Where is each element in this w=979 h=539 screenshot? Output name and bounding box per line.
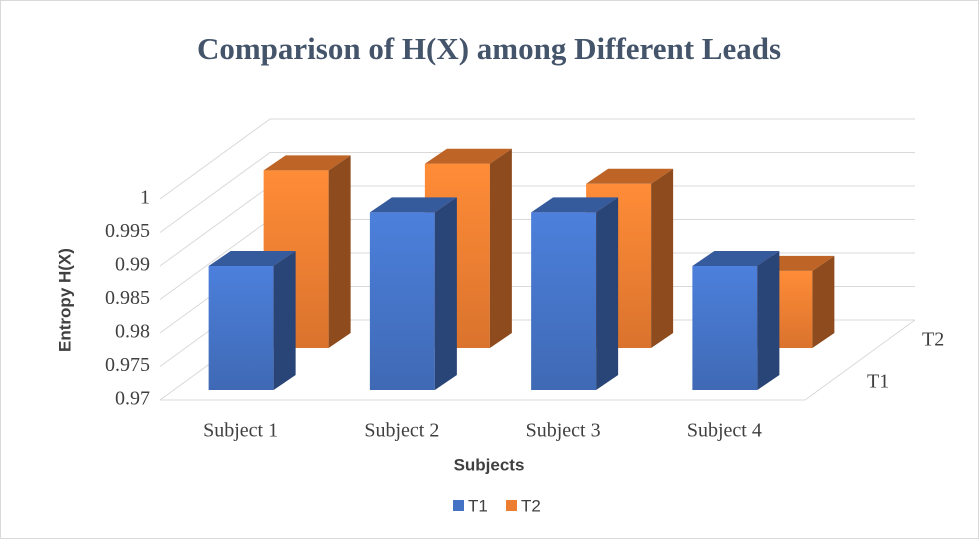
y-tick-label: 0.97 bbox=[115, 388, 150, 410]
bar-top bbox=[369, 197, 457, 213]
x-tick-label: Subject 3 bbox=[526, 420, 601, 442]
y-tick-label: 0.975 bbox=[105, 354, 150, 376]
grid-line bbox=[159, 118, 915, 200]
bar-side bbox=[651, 168, 674, 348]
bar-side bbox=[273, 251, 296, 390]
depth-label: T2 bbox=[922, 329, 944, 351]
x-tick-label: Subject 2 bbox=[364, 420, 439, 442]
bar-side bbox=[328, 155, 351, 348]
bar-top bbox=[424, 148, 512, 164]
legend-swatch bbox=[453, 500, 464, 511]
y-tick-label: 1 bbox=[140, 187, 150, 209]
bar-top bbox=[208, 251, 296, 266]
y-tick-label: 0.98 bbox=[115, 321, 150, 343]
bar-top bbox=[263, 155, 351, 171]
legend-label: T2 bbox=[521, 496, 541, 515]
bar-top bbox=[692, 251, 780, 266]
bar-top bbox=[531, 197, 619, 213]
legend-swatch bbox=[506, 500, 517, 511]
bar-front bbox=[208, 266, 274, 390]
bar bbox=[369, 197, 457, 390]
bar-side bbox=[757, 251, 780, 390]
y-tick-label: 0.995 bbox=[105, 220, 150, 242]
floor-edge bbox=[804, 319, 916, 401]
bar bbox=[692, 251, 780, 390]
chart-title: Comparison of H(X) among Different Leads bbox=[197, 31, 781, 66]
y-tick-label: 0.985 bbox=[105, 287, 150, 309]
bar-front bbox=[531, 212, 597, 390]
x-tick-label: Subject 4 bbox=[687, 420, 762, 442]
bar-side bbox=[489, 148, 512, 348]
y-axis-title: Entropy H(X) bbox=[55, 248, 74, 352]
depth-label: T1 bbox=[867, 371, 889, 393]
bar-side bbox=[596, 197, 619, 390]
x-axis-title: Subjects bbox=[454, 455, 525, 474]
bar-side bbox=[812, 255, 835, 348]
legend-label: T1 bbox=[468, 496, 488, 515]
y-tick-label: 0.99 bbox=[115, 254, 150, 276]
bar bbox=[531, 197, 619, 390]
bar-front bbox=[369, 212, 435, 390]
bar bbox=[208, 251, 296, 390]
bar-side bbox=[434, 197, 457, 390]
x-tick-label: Subject 1 bbox=[203, 420, 278, 442]
grid-line bbox=[159, 152, 915, 233]
bar-top bbox=[586, 168, 674, 184]
bar-front bbox=[692, 266, 758, 390]
